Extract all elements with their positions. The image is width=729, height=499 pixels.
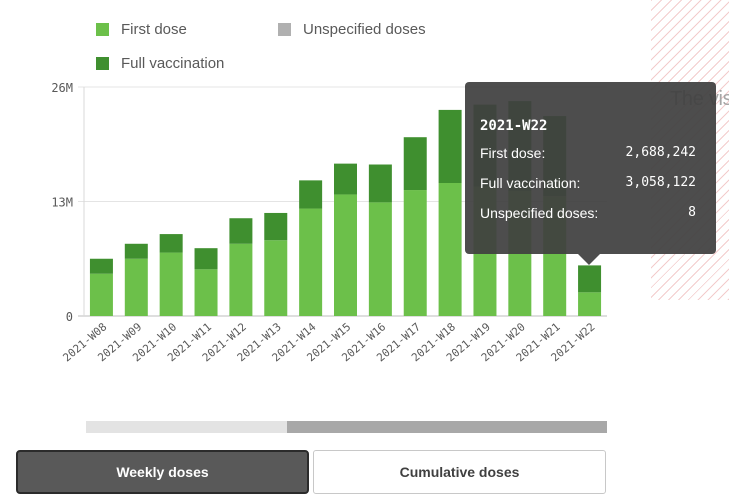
- bar-segment: [229, 218, 253, 244]
- bar-segment: [438, 109, 462, 184]
- bar-segment: [299, 180, 323, 209]
- tooltip-label: Unspecified doses:: [480, 205, 599, 221]
- bar-segment: [89, 273, 113, 316]
- legend-label: Unspecified doses: [303, 21, 426, 38]
- tooltip-value: 8: [688, 205, 696, 220]
- bar-segment: [89, 258, 113, 274]
- bar-segment: [124, 258, 148, 316]
- bar-segment: [264, 212, 288, 241]
- legend-label: Full vaccination: [121, 55, 225, 72]
- tooltip-label: First dose:: [480, 145, 546, 161]
- bar-segment: [264, 240, 288, 316]
- weekly-doses-bar-chart: 0 13M 26M 2021-W082021-W092021-W102021-W11…: [51, 81, 607, 364]
- legend-label: First dose: [121, 21, 187, 38]
- legend-unspecified-doses[interactable]: Unspecified doses: [278, 21, 426, 38]
- y-tick-label: 13M: [51, 196, 73, 210]
- bar-segment: [578, 292, 602, 316]
- bar-segment: [194, 269, 218, 316]
- bar-segment: [124, 243, 148, 259]
- chart-scrollbar-thumb[interactable]: [286, 421, 607, 433]
- bar-segment: [159, 252, 183, 316]
- chart-scrollbar-track[interactable]: [86, 421, 607, 433]
- bar-segment: [578, 265, 602, 293]
- tooltip-row-unspecified-doses: Unspecified doses: 8: [480, 206, 696, 236]
- legend-swatch: [278, 23, 291, 36]
- legend-swatch: [96, 57, 109, 70]
- tooltip-pointer: [578, 254, 600, 265]
- bar-segment: [159, 234, 183, 253]
- bar-segment: [334, 163, 357, 195]
- tooltip-value: 2,688,242: [625, 145, 696, 160]
- y-axis: 0 13M 26M: [51, 81, 85, 324]
- bar-segment: [229, 243, 253, 316]
- chart-tooltip: 2021-W22 First dose: 2,688,242 Full vacc…: [465, 82, 716, 254]
- x-axis-labels: 2021-W082021-W092021-W102021-W112021-W12…: [60, 320, 597, 364]
- cumulative-doses-button[interactable]: Cumulative doses: [313, 450, 606, 494]
- y-tick-label: 0: [66, 310, 73, 324]
- bar-segment: [368, 164, 392, 203]
- bar-segment: [299, 208, 323, 316]
- tooltip-row-full-vaccination: Full vaccination: 3,058,122: [480, 176, 696, 206]
- weekly-doses-button[interactable]: Weekly doses: [16, 450, 309, 494]
- bar-segment: [194, 248, 218, 270]
- bar-segment: [334, 194, 357, 316]
- legend-swatch: [96, 23, 109, 36]
- tooltip-row-first-dose: First dose: 2,688,242: [480, 146, 696, 176]
- bar-segment: [368, 202, 392, 316]
- legend-first-dose[interactable]: First dose: [96, 21, 187, 38]
- legend-full-vaccination[interactable]: Full vaccination: [96, 55, 224, 72]
- tooltip-title: 2021-W22: [480, 118, 548, 134]
- y-tick-label: 26M: [51, 81, 73, 95]
- bar-segment: [438, 183, 462, 316]
- bar-segment: [403, 137, 427, 191]
- tooltip-value: 3,058,122: [625, 175, 696, 190]
- bar-segment: [403, 190, 427, 316]
- tooltip-label: Full vaccination:: [480, 175, 581, 191]
